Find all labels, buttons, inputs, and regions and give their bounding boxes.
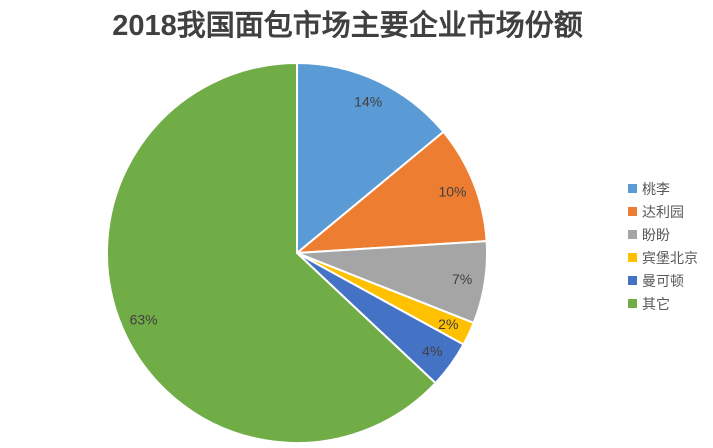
legend-item-3: 盼盼 bbox=[628, 223, 698, 246]
legend-swatch bbox=[628, 230, 637, 239]
legend-item-2: 达利园 bbox=[628, 200, 698, 223]
pie-slice-6 bbox=[106, 62, 437, 444]
legend-swatch bbox=[628, 299, 637, 308]
legend-swatch bbox=[628, 207, 637, 216]
legend-label: 达利园 bbox=[642, 203, 684, 220]
legend-swatch bbox=[628, 253, 637, 262]
data-label-2: 10% bbox=[438, 183, 466, 199]
chart-title: 2018我国面包市场主要企业市场份额 bbox=[112, 10, 583, 42]
legend-item-4: 宾堡北京 bbox=[628, 246, 698, 269]
pie-slice-2 bbox=[296, 130, 488, 254]
legend-swatch bbox=[628, 184, 637, 193]
legend-label: 宾堡北京 bbox=[642, 249, 698, 266]
data-label-3: 7% bbox=[452, 271, 472, 287]
legend-item-5: 曼可顿 bbox=[628, 269, 698, 292]
legend-swatch bbox=[628, 276, 637, 285]
data-label-5: 4% bbox=[422, 343, 442, 359]
legend-label: 盼盼 bbox=[642, 226, 670, 243]
pie-slice-1 bbox=[296, 62, 445, 254]
legend-label: 桃李 bbox=[642, 180, 670, 197]
data-label-1: 14% bbox=[354, 94, 382, 110]
data-label-4: 2% bbox=[438, 316, 458, 332]
data-label-6: 63% bbox=[130, 311, 158, 327]
legend-label: 曼可顿 bbox=[642, 272, 684, 289]
legend-item-6: 其它 bbox=[628, 292, 698, 315]
legend-item-1: 桃李 bbox=[628, 177, 698, 200]
legend-label: 其它 bbox=[642, 295, 670, 312]
legend: 桃李达利园盼盼宾堡北京曼可顿其它 bbox=[628, 177, 698, 315]
